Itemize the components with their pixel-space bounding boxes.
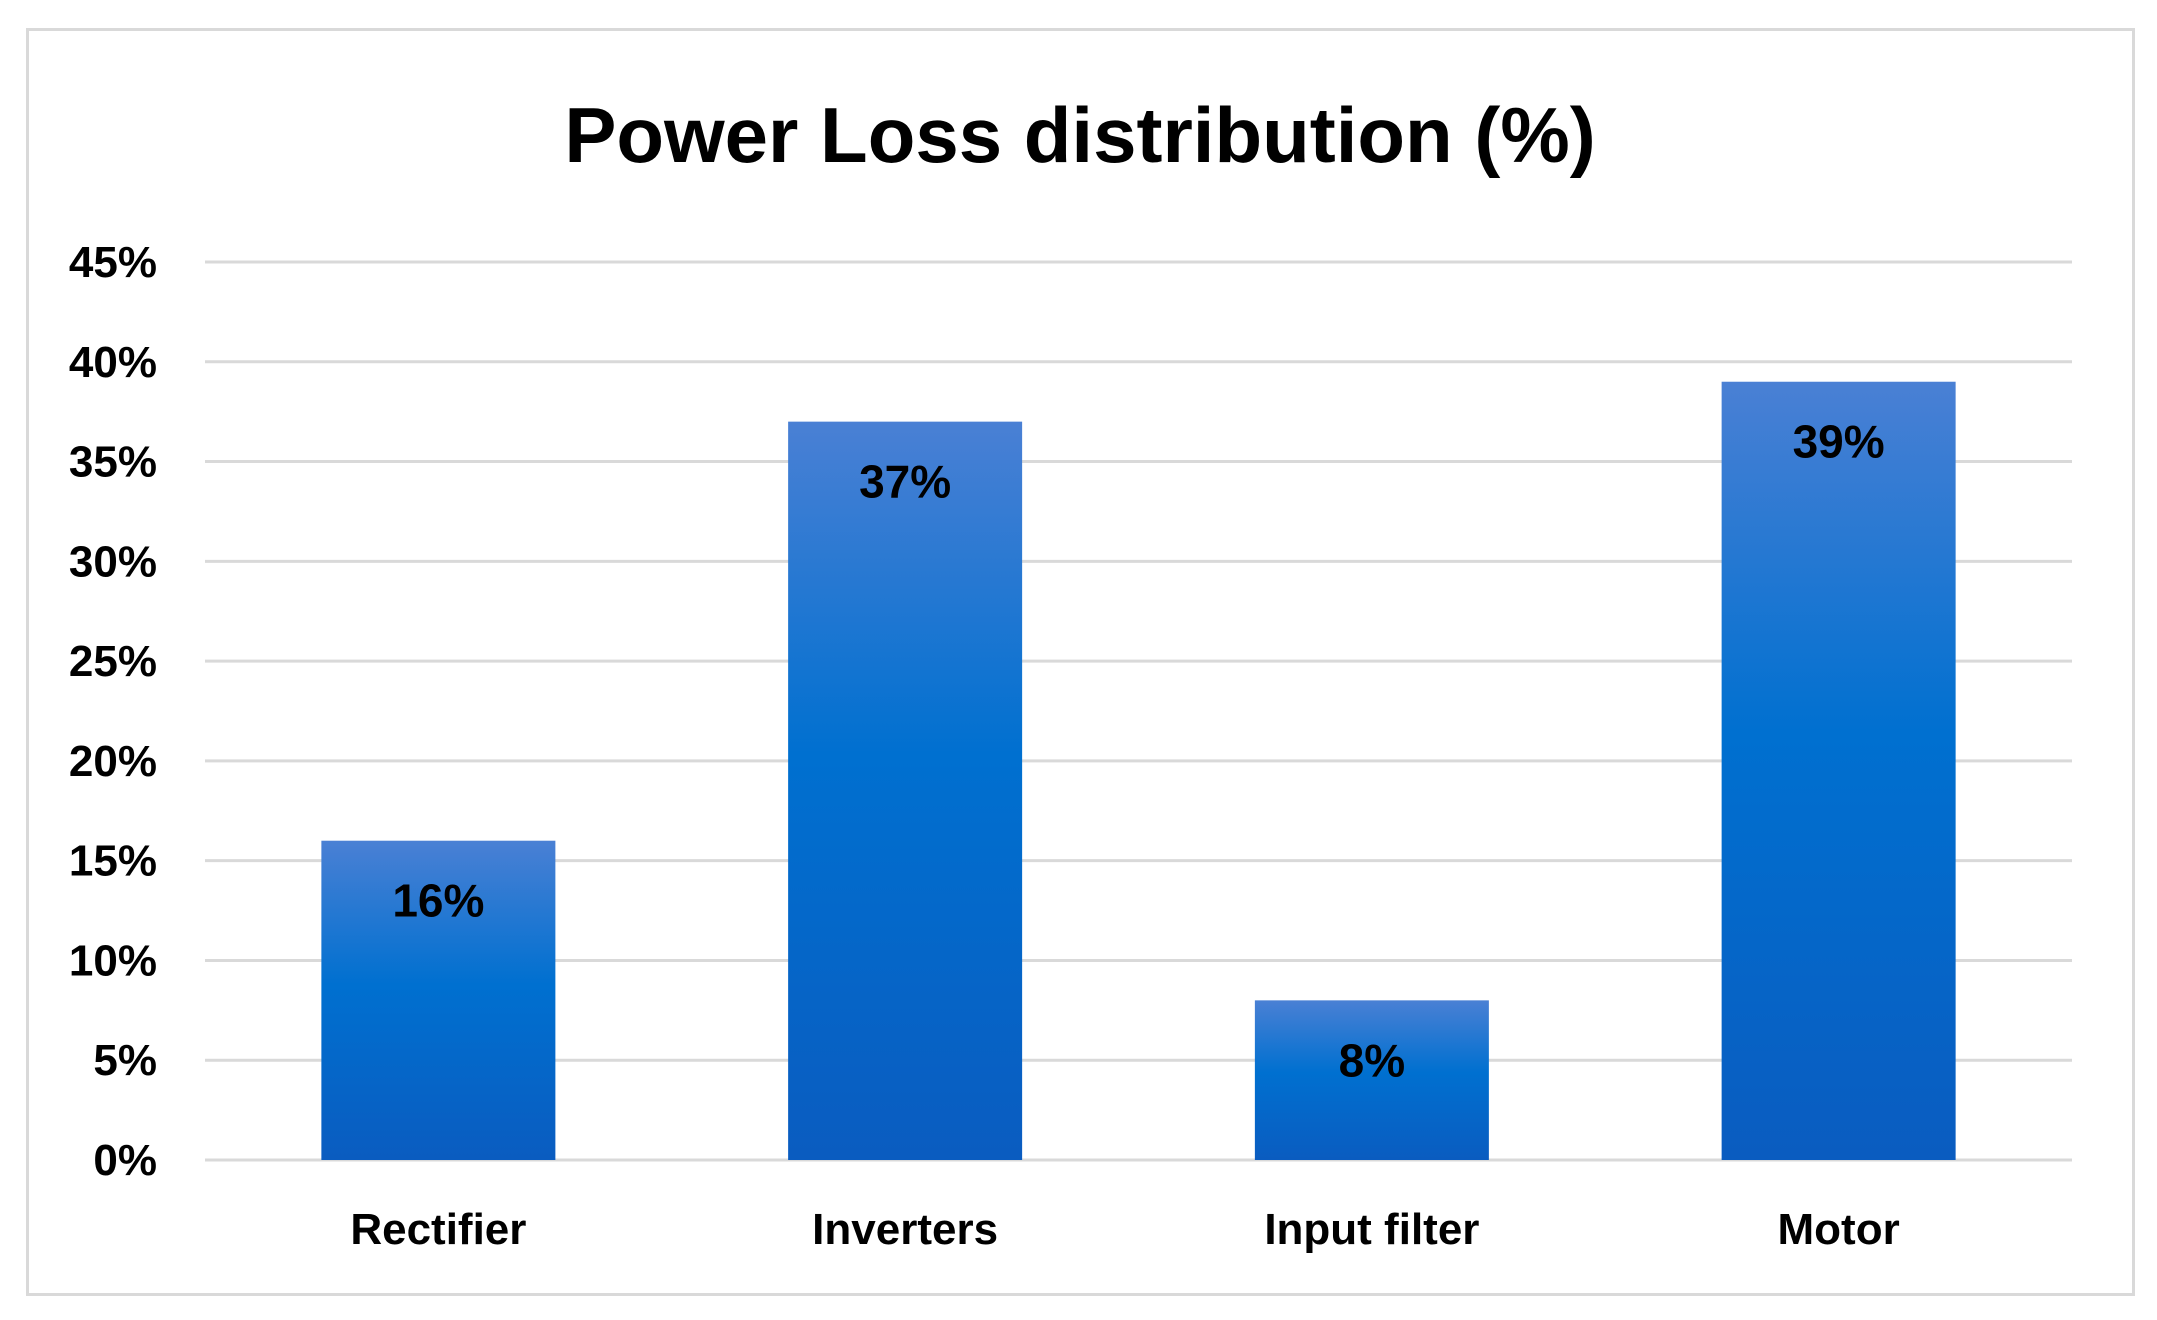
x-tick-label: Inverters — [812, 1205, 998, 1254]
data-labels: 16% 37% 8% 39% — [392, 416, 1884, 1087]
chart-title: Power Loss distribution (%) — [564, 91, 1595, 179]
x-axis-ticks: Rectifier Inverters Input filter Motor — [350, 1205, 1899, 1254]
y-tick-label: 40% — [69, 338, 157, 387]
x-tick-label: Motor — [1778, 1205, 1900, 1254]
bar-inverters — [788, 421, 1023, 1161]
bars — [321, 381, 1956, 1161]
y-tick-label: 10% — [69, 936, 157, 985]
data-label: 16% — [392, 875, 484, 927]
bar-motor — [1721, 381, 1956, 1160]
data-label: 39% — [1793, 416, 1885, 468]
data-label: 37% — [859, 456, 951, 508]
y-tick-label: 30% — [69, 537, 157, 586]
y-tick-label: 15% — [69, 837, 157, 886]
y-tick-label: 0% — [93, 1136, 157, 1185]
x-tick-label: Input filter — [1264, 1205, 1479, 1254]
data-label: 8% — [1339, 1034, 1405, 1086]
y-tick-label: 45% — [69, 238, 157, 287]
bar-rectifier — [321, 840, 556, 1160]
y-tick-label: 20% — [69, 737, 157, 786]
x-tick-label: Rectifier — [350, 1205, 526, 1254]
bar-input-filter — [1254, 1000, 1489, 1160]
y-axis-ticks: 0% 5% 10% 15% 20% 25% 30% 35% 40% 45% — [69, 238, 157, 1185]
y-tick-label: 35% — [69, 438, 157, 487]
y-tick-label: 5% — [93, 1036, 157, 1085]
y-tick-label: 25% — [69, 637, 157, 686]
